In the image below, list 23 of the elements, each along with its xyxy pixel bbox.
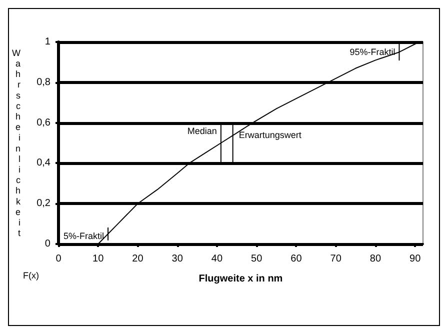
y-tick-label: 0,6 bbox=[36, 117, 51, 128]
x-tick-label: 10 bbox=[92, 254, 104, 264]
x-tick-label: 80 bbox=[370, 254, 382, 264]
x-tick-label: 60 bbox=[290, 254, 302, 264]
series-label: 95%-Fraktil bbox=[350, 47, 396, 58]
series-label: Erwartungswert bbox=[238, 130, 302, 140]
y-tick-label: 0,4 bbox=[36, 158, 51, 169]
y-tick-label: 0 bbox=[44, 238, 51, 250]
x-axis-title: Flugweite x in nm bbox=[198, 274, 283, 284]
x-tick-label: 20 bbox=[132, 254, 144, 264]
y-tick-label: 0,8 bbox=[36, 76, 51, 88]
x-tick-label: 40 bbox=[211, 254, 223, 264]
x-tick-label: 50 bbox=[251, 254, 263, 264]
series-label: Median bbox=[187, 126, 217, 136]
text: Wahrscheinlichkeit bbox=[12, 48, 20, 238]
text: F(x) bbox=[23, 270, 39, 280]
y-tick-label: 0,2 bbox=[36, 198, 51, 210]
series-label: 5%-Fraktil bbox=[64, 230, 104, 241]
x-tick-label: 70 bbox=[330, 254, 342, 264]
x-tick-label: 0 bbox=[56, 254, 62, 264]
y-tick-label: 1 bbox=[44, 36, 51, 48]
x-tick-label: 90 bbox=[410, 254, 422, 264]
x-tick-label: 30 bbox=[172, 254, 184, 264]
